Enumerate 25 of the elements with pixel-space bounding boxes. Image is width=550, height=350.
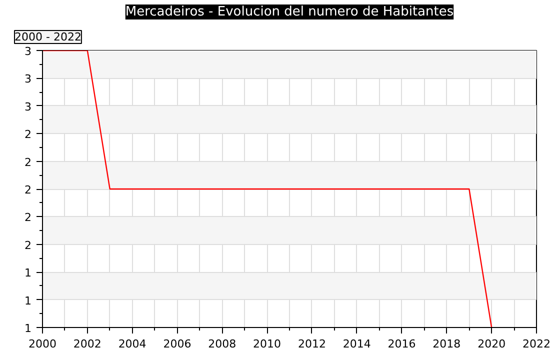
y-tick-label: 3 [24, 72, 32, 86]
y-tick-label: 2 [24, 128, 32, 142]
y-tick-label: 3 [24, 100, 32, 114]
y-tick-label: 1 [24, 266, 32, 280]
x-tick-label: 2014 [342, 338, 371, 350]
y-tick-label: 1 [24, 294, 32, 308]
x-tick-label: 2010 [253, 338, 282, 350]
chart-title: Mercadeiros - Evolucion del numero de Habitantes [125, 4, 454, 20]
x-tick-label: 2008 [208, 338, 236, 350]
text: 2000 - 2022 [14, 30, 82, 44]
x-tick-label: 2006 [163, 338, 192, 350]
x-tick-label: 2000 [28, 338, 57, 350]
x-tick-label: 2018 [432, 338, 461, 350]
x-tick-label: 2012 [298, 338, 326, 350]
y-tick-label: 2 [24, 238, 32, 252]
y-tick-label: 1 [24, 322, 32, 335]
y-tick-label: 2 [24, 184, 32, 196]
y-tick-label: 2 [24, 211, 32, 224]
y-tick-label: 3 [24, 45, 32, 58]
x-tick-label: 2020 [478, 338, 506, 350]
x-tick-label: 2002 [73, 338, 102, 350]
x-tick-label: 2022 [522, 338, 550, 350]
y-tick-label: 2 [24, 156, 32, 169]
x-tick-label: 2016 [388, 338, 416, 350]
x-tick-label: 2004 [118, 338, 146, 350]
